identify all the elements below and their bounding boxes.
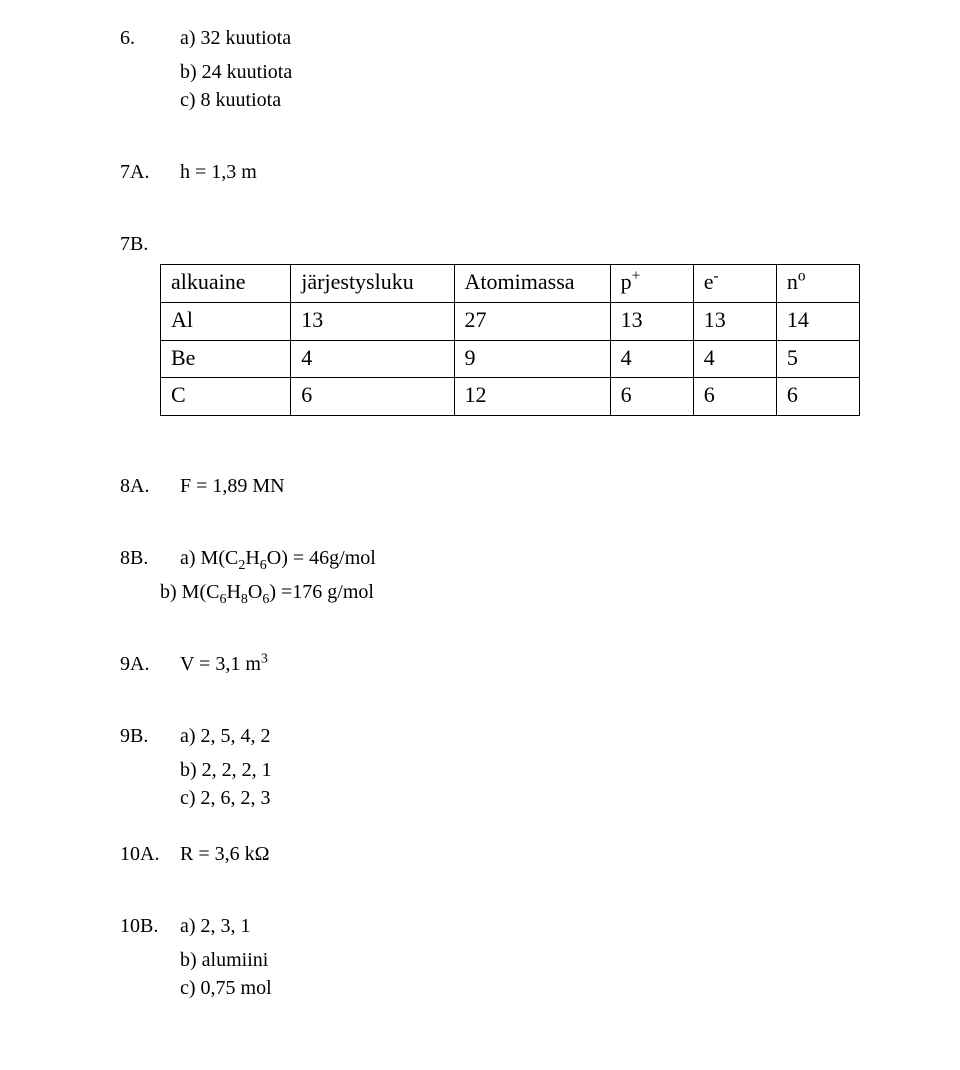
q8B-a: a) M(C2H6O) = 46g/mol [180, 544, 376, 572]
cell-value: 4 [610, 340, 693, 378]
q7B-table-wrap: alkuaine järjestysluku Atomimassa p+ e- … [160, 264, 840, 416]
cell-value: 13 [610, 302, 693, 340]
th-atomimassa: Atomimassa [454, 265, 610, 303]
q9A-number: 9A. [120, 650, 180, 678]
q9A-text: V = 3,1 m3 [180, 650, 268, 678]
cell-value: 4 [693, 340, 776, 378]
th-alkuaine: alkuaine [161, 265, 291, 303]
q10A-number: 10A. [120, 840, 180, 868]
th-n-sup: o [798, 268, 806, 285]
cell-value: 9 [454, 340, 610, 378]
th-p: p+ [610, 265, 693, 303]
frag: b) M(C [160, 581, 219, 603]
table-row: Be 4 9 4 4 5 [161, 340, 860, 378]
cell-element: Al [161, 302, 291, 340]
q6-c: c) 8 kuutiota [180, 86, 840, 114]
cell-element: Be [161, 340, 291, 378]
cell-value: 14 [776, 302, 859, 340]
q10B-c: c) 0,75 mol [180, 974, 840, 1002]
cell-value: 13 [291, 302, 454, 340]
q8B-line-a: 8B. a) M(C2H6O) = 46g/mol [120, 544, 840, 572]
q7A-line: 7A. h = 1,3 m [120, 158, 840, 186]
q8B-b: b) M(C6H8O6) =176 g/mol [160, 578, 840, 606]
q9B-line-a: 9B. a) 2, 5, 4, 2 [120, 722, 840, 750]
frag: ) =176 g/mol [269, 581, 374, 603]
frag: a) M(C [180, 547, 238, 569]
cell-value: 13 [693, 302, 776, 340]
th-p-base: p [621, 269, 632, 294]
table-header-row: alkuaine järjestysluku Atomimassa p+ e- … [161, 265, 860, 303]
cell-value: 6 [291, 378, 454, 416]
cell-value: 4 [291, 340, 454, 378]
q10B-a: a) 2, 3, 1 [180, 912, 251, 940]
q7B-number: 7B. [120, 230, 180, 258]
q6-a: a) 32 kuutiota [180, 24, 291, 52]
cell-value: 5 [776, 340, 859, 378]
page-content: 6. a) 32 kuutiota b) 24 kuutiota c) 8 ku… [0, 0, 960, 1042]
q10B-line-a: 10B. a) 2, 3, 1 [120, 912, 840, 940]
q9A-line: 9A. V = 3,1 m3 [120, 650, 840, 678]
q9B-b: b) 2, 2, 2, 1 [180, 756, 840, 784]
cell-value: 6 [693, 378, 776, 416]
frag-sup: 3 [261, 652, 268, 667]
q10B-b: b) alumiini [180, 946, 840, 974]
q7A-text: h = 1,3 m [180, 158, 257, 186]
q6-b: b) 24 kuutiota [180, 58, 840, 86]
cell-value: 6 [610, 378, 693, 416]
atom-table: alkuaine järjestysluku Atomimassa p+ e- … [160, 264, 860, 416]
q8A-line: 8A. F = 1,89 MN [120, 472, 840, 500]
cell-element: C [161, 378, 291, 416]
th-e: e- [693, 265, 776, 303]
q9B-a: a) 2, 5, 4, 2 [180, 722, 271, 750]
q6-line-a: 6. a) 32 kuutiota [120, 24, 840, 52]
q10A-text: R = 3,6 kΩ [180, 840, 269, 868]
frag: H [226, 581, 240, 603]
q9B-c: c) 2, 6, 2, 3 [180, 784, 840, 812]
frag: V = 3,1 m [180, 653, 261, 675]
q8B-number: 8B. [120, 544, 180, 572]
frag-sub: 6 [260, 558, 267, 573]
frag: O [248, 581, 262, 603]
q8A-number: 8A. [120, 472, 180, 500]
q6-number: 6. [120, 24, 180, 52]
q7A-number: 7A. [120, 158, 180, 186]
cell-value: 12 [454, 378, 610, 416]
th-n-base: n [787, 269, 798, 294]
q8A-text: F = 1,89 MN [180, 472, 285, 500]
th-p-sup: + [632, 268, 641, 285]
frag: O) = 46g/mol [267, 547, 376, 569]
table-row: Al 13 27 13 13 14 [161, 302, 860, 340]
cell-value: 6 [776, 378, 859, 416]
table-row: C 6 12 6 6 6 [161, 378, 860, 416]
th-n: no [776, 265, 859, 303]
q9B-number: 9B. [120, 722, 180, 750]
cell-value: 27 [454, 302, 610, 340]
th-jarjestysluku: järjestysluku [291, 265, 454, 303]
frag-sub: 8 [241, 592, 248, 607]
q10B-number: 10B. [120, 912, 180, 940]
q7B-line: 7B. [120, 230, 840, 258]
th-e-sup: - [713, 268, 718, 285]
frag: H [245, 547, 259, 569]
q10A-line: 10A. R = 3,6 kΩ [120, 840, 840, 868]
